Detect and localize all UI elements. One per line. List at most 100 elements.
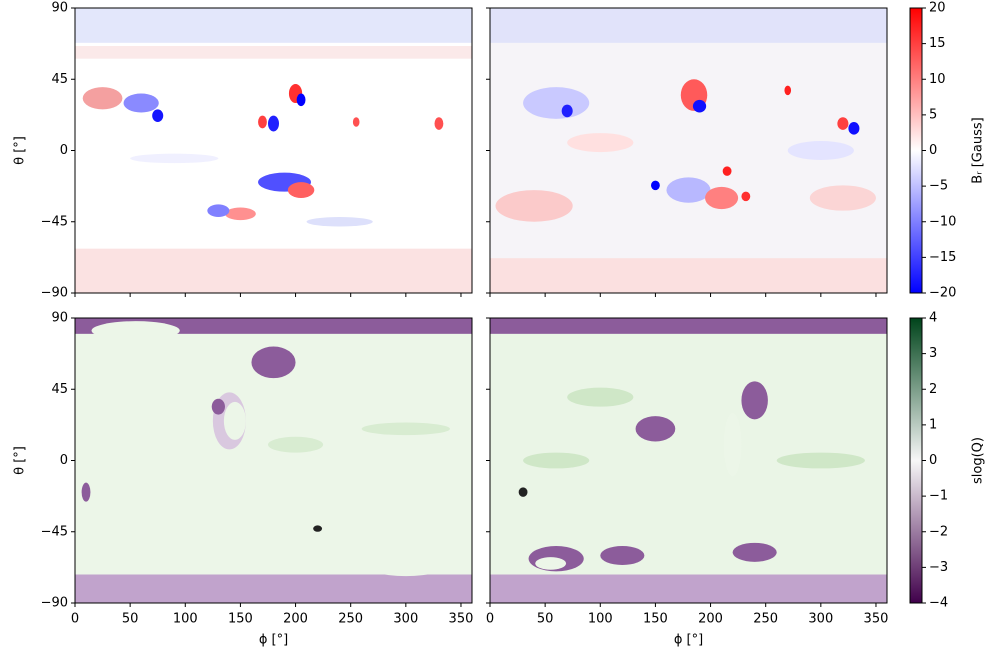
colorbar	[909, 7, 923, 294]
feature	[352, 117, 360, 127]
feature	[81, 482, 91, 502]
feature	[306, 217, 373, 227]
colorbar-tick-label: −2	[929, 524, 948, 539]
feature	[91, 321, 180, 341]
feature	[523, 452, 590, 469]
feature	[267, 436, 324, 453]
feature	[741, 191, 751, 202]
band	[75, 574, 472, 603]
heatmap	[75, 8, 472, 293]
feature	[258, 115, 267, 129]
x-tick-label: 300	[808, 612, 833, 627]
x-tick-label: 250	[753, 612, 778, 627]
feature	[561, 104, 573, 118]
x-tick-label: 150	[643, 612, 668, 627]
x-tick-label: 50	[537, 612, 554, 627]
feature	[784, 85, 792, 96]
y-tick-label: −90	[41, 286, 68, 301]
feature	[567, 133, 634, 153]
feature	[666, 177, 711, 203]
heatmap	[490, 8, 887, 293]
colorbar-tick-label: 10	[929, 72, 946, 87]
y-tick-label: −90	[41, 596, 68, 611]
x-tick-label: 0	[486, 612, 494, 627]
band	[75, 248, 472, 293]
colorbar-tick-label: −20	[929, 286, 956, 301]
feature	[705, 186, 739, 210]
feature	[287, 182, 315, 198]
feature	[518, 487, 528, 497]
feature	[495, 190, 573, 222]
feature	[123, 93, 159, 113]
band	[75, 46, 472, 59]
feature	[837, 117, 849, 130]
colorbar-tick-label: 3	[929, 346, 937, 361]
colorbar-tick-label: 1	[929, 417, 937, 432]
colorbar-tick-label: −3	[929, 560, 948, 575]
x-tick-label: 100	[173, 612, 198, 627]
feature	[361, 422, 450, 436]
colorbar-tick-label: 4	[929, 311, 937, 326]
colorbar-tick-label: 2	[929, 382, 937, 397]
colorbar-tick-label: −10	[929, 214, 956, 229]
feature	[523, 87, 590, 119]
feature	[848, 121, 860, 135]
y-tick-label: 45	[51, 382, 68, 397]
feature	[741, 381, 768, 420]
x-tick-label: 150	[228, 612, 253, 627]
y-tick-label: 0	[60, 453, 68, 468]
feature	[130, 153, 219, 164]
feature	[692, 99, 707, 113]
colorbar-label: slog(Q)	[971, 437, 986, 484]
feature	[434, 117, 444, 130]
colorbar-label: Bᵣ [Gauss]	[971, 117, 986, 183]
feature	[567, 387, 634, 407]
heatmap	[490, 318, 887, 603]
band	[75, 8, 472, 43]
x-axis-label: ϕ [°]	[674, 633, 703, 648]
feature	[722, 166, 732, 176]
colorbar	[909, 317, 923, 604]
feature	[207, 204, 230, 218]
x-tick-label: 200	[283, 612, 308, 627]
colorbar-tick-label: −5	[929, 179, 948, 194]
y-tick-label: 90	[51, 1, 68, 16]
heatmap	[75, 318, 472, 603]
colorbar-tick-label: 0	[929, 143, 937, 158]
x-tick-label: 50	[122, 612, 139, 627]
colorbar-tick-label: 20	[929, 1, 946, 16]
colorbar-tick-label: 0	[929, 453, 937, 468]
feature	[296, 93, 306, 107]
band	[490, 574, 887, 603]
feature	[535, 557, 567, 570]
feature	[776, 452, 865, 469]
feature	[723, 413, 742, 477]
feature	[267, 115, 280, 132]
band	[490, 258, 887, 293]
x-axis-label: ϕ [°]	[259, 633, 288, 648]
feature	[361, 550, 450, 577]
y-tick-label: −45	[41, 524, 68, 539]
feature	[224, 207, 256, 221]
y-axis-label: θ [°]	[13, 136, 28, 165]
x-tick-label: 100	[588, 612, 613, 627]
y-tick-label: 45	[51, 72, 68, 87]
feature	[732, 542, 777, 562]
x-tick-label: 0	[71, 612, 79, 627]
colorbar-tick-label: −1	[929, 489, 948, 504]
feature	[251, 346, 296, 379]
colorbar-tick-label: 5	[929, 107, 937, 122]
feature	[787, 141, 854, 160]
x-tick-label: 350	[864, 612, 889, 627]
x-tick-label: 350	[449, 612, 474, 627]
colorbar-tick-label: −15	[929, 250, 956, 265]
y-tick-label: −45	[41, 214, 68, 229]
feature	[152, 109, 164, 122]
band	[490, 8, 887, 43]
y-tick-label: 0	[60, 143, 68, 158]
x-tick-label: 300	[393, 612, 418, 627]
feature	[223, 401, 246, 440]
x-tick-label: 200	[698, 612, 723, 627]
feature	[651, 180, 660, 191]
y-tick-label: 90	[51, 311, 68, 326]
